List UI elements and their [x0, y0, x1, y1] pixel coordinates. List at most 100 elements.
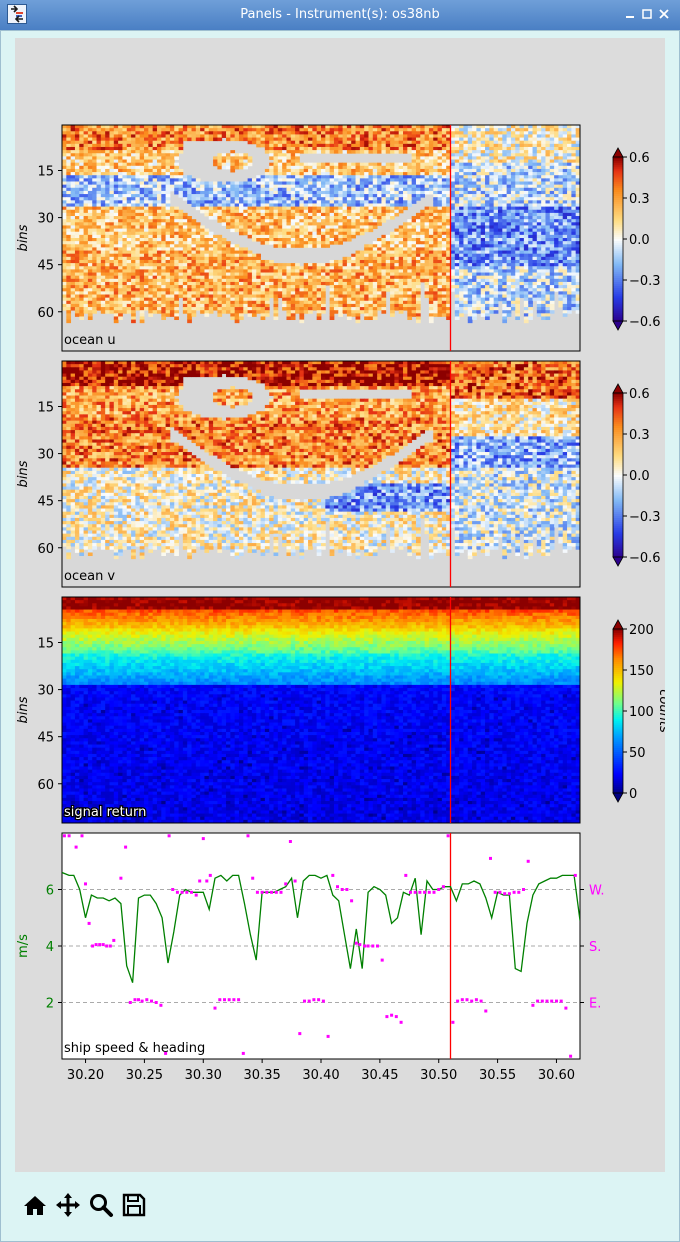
- heading-point: [560, 1000, 563, 1003]
- heading-point: [228, 998, 231, 1001]
- zoom-icon[interactable]: [86, 1190, 116, 1220]
- maximize-icon[interactable]: [641, 8, 653, 20]
- heading-point: [102, 943, 105, 946]
- heading-point: [414, 891, 417, 894]
- heading-point: [237, 998, 240, 1001]
- heading-point: [376, 945, 379, 948]
- ytick-label: 15: [37, 165, 54, 180]
- colorbar-tick-label: −0.3: [629, 510, 661, 525]
- colorbar-3: [613, 620, 627, 802]
- xtick-label: 30.55: [479, 1068, 516, 1083]
- heading-point: [480, 1000, 483, 1003]
- heading-point: [109, 945, 112, 948]
- heading-point: [105, 945, 108, 948]
- heading-tick-label: W.: [589, 884, 605, 899]
- navigation-toolbar: [20, 1186, 320, 1222]
- heading-point: [447, 834, 450, 837]
- heading-point: [265, 891, 268, 894]
- colorbar-tick-label: 0.3: [629, 428, 650, 443]
- pan-icon[interactable]: [53, 1190, 83, 1220]
- heading-point: [124, 846, 127, 849]
- ytick-label: 30: [37, 212, 54, 227]
- heading-point: [541, 1000, 544, 1003]
- heading-point: [527, 860, 530, 863]
- heading-point: [119, 877, 122, 880]
- close-icon[interactable]: [658, 8, 670, 20]
- home-icon[interactable]: [20, 1190, 50, 1220]
- heading-point: [451, 1021, 454, 1024]
- heading-point: [280, 891, 283, 894]
- heading-point: [209, 874, 212, 877]
- heading-point: [205, 880, 208, 883]
- heading-point: [98, 943, 101, 946]
- heading-point: [168, 834, 171, 837]
- colorbar-tick-label: 0.0: [629, 469, 650, 484]
- heading-point: [112, 939, 115, 942]
- heading-point: [564, 1007, 567, 1010]
- colorbar-1: [613, 148, 627, 330]
- colorbar-tick-label: 0.6: [629, 151, 650, 166]
- heading-point: [137, 998, 140, 1001]
- colorbar-tick-label: 100: [629, 705, 654, 720]
- heading-point: [251, 877, 254, 880]
- heading-point: [84, 882, 87, 885]
- heading-point: [400, 1021, 403, 1024]
- colorbar-tick-label: −0.6: [629, 551, 661, 566]
- window-titlebar: Panels - Instrument(s): os38nb: [0, 0, 680, 30]
- heading-point: [517, 891, 520, 894]
- ytick-label: 60: [37, 778, 54, 793]
- panel-label-2: ocean v: [64, 569, 115, 584]
- heading-point: [141, 1000, 144, 1003]
- ytick-label: 45: [37, 495, 54, 510]
- colorbar-label: counts: [656, 689, 665, 733]
- heading-point: [164, 1052, 167, 1055]
- panel-label-3: signal return: [64, 805, 146, 820]
- ytick-label: 6: [46, 884, 54, 899]
- heatmap-cells-3: [62, 597, 580, 823]
- window-title: Panels - Instrument(s): os38nb: [0, 7, 680, 22]
- heading-point: [367, 945, 370, 948]
- heading-point: [289, 840, 292, 843]
- heading-point: [218, 998, 221, 1001]
- heading-point: [81, 834, 84, 837]
- heading-point: [355, 942, 358, 945]
- heading-point: [303, 1000, 306, 1003]
- minimize-icon[interactable]: [624, 8, 636, 20]
- heading-point: [536, 1000, 539, 1003]
- heading-point: [385, 1015, 388, 1018]
- heading-point: [456, 1000, 459, 1003]
- heatmap-cells-2: [62, 361, 580, 587]
- heading-point: [256, 891, 259, 894]
- ytick-label: 2: [46, 997, 54, 1012]
- heading-point: [442, 885, 445, 888]
- ytick-label: 15: [37, 637, 54, 652]
- ytick-label: 60: [37, 542, 54, 557]
- xtick-label: 30.60: [538, 1068, 575, 1083]
- ytick-label: 15: [37, 401, 54, 416]
- heading-tick-label: E.: [589, 997, 601, 1012]
- colorbar-2: [613, 384, 627, 566]
- heading-point: [423, 891, 426, 894]
- xtick-label: 30.50: [420, 1068, 457, 1083]
- heading-point: [428, 891, 431, 894]
- heading-point: [470, 1000, 473, 1003]
- heading-point: [546, 1000, 549, 1003]
- heading-point: [331, 874, 334, 877]
- heading-point: [395, 1015, 398, 1018]
- heading-point: [574, 874, 577, 877]
- heading-point: [190, 891, 193, 894]
- colorbar-tick-label: 0.6: [629, 387, 650, 402]
- ytick-label: 4: [46, 940, 54, 955]
- ylabel-1: bins: [16, 224, 31, 251]
- xtick-label: 30.45: [361, 1068, 398, 1083]
- ylabel-4: m/s: [16, 934, 31, 958]
- heading-point: [404, 874, 407, 877]
- heading-point: [159, 1004, 162, 1007]
- colorbar-tick-label: 0: [629, 787, 637, 802]
- heading-point: [214, 1007, 217, 1010]
- heading-point: [155, 1001, 158, 1004]
- colorbar-tick-label: 0.0: [629, 233, 650, 248]
- colorbar-tick-label: −0.6: [629, 315, 661, 330]
- save-icon[interactable]: [119, 1190, 149, 1220]
